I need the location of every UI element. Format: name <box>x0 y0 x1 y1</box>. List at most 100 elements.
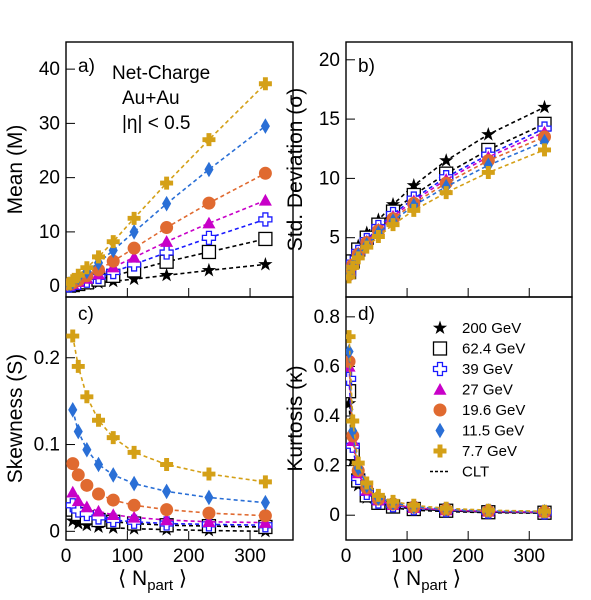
point-7.7 <box>106 431 120 445</box>
point-7.7 <box>346 330 356 344</box>
series-line-7.7 <box>348 336 545 512</box>
point-27 <box>160 513 174 526</box>
x-tick-label: 200 <box>173 546 205 567</box>
svg-text:⟨ Npart ⟩: ⟨ Npart ⟩ <box>392 567 461 594</box>
point-7.7 <box>371 230 385 244</box>
point-7.7 <box>202 467 216 481</box>
point-27 <box>127 250 141 263</box>
series-line-27 <box>68 199 266 286</box>
point-27 <box>71 494 85 507</box>
y-tick-label: 0.8 <box>314 307 340 328</box>
point-62.4 <box>258 231 273 247</box>
y-tick-label: 20 <box>39 168 60 189</box>
point-11.5 <box>108 467 118 483</box>
y-tick-label: 0.6 <box>314 356 340 377</box>
plot-area <box>346 99 552 284</box>
point-27 <box>127 510 141 523</box>
point-19.6 <box>106 254 120 268</box>
point-11.5 <box>260 118 270 134</box>
point-19.6 <box>92 487 106 501</box>
point-200 <box>481 127 496 141</box>
x-axis-label-right: ⟨ Npart ⟩ <box>392 567 461 594</box>
y-tick-label: 0 <box>49 276 60 297</box>
point-7.7 <box>346 260 360 274</box>
legend-label: 27 GeV <box>462 382 513 399</box>
y-axis-label: Mean (M) <box>4 125 27 215</box>
x-label-close-right: ⟩ <box>447 567 461 590</box>
plot-frame <box>345 296 573 541</box>
point-19.6 <box>106 493 120 507</box>
point-27 <box>258 193 272 206</box>
legend-label: 39 GeV <box>462 361 513 378</box>
point-200 <box>71 516 86 530</box>
x-axis-label-left: ⟨ Npart ⟩ <box>118 567 187 594</box>
point-200 <box>159 267 174 282</box>
legend: 200 GeV 62.4 GeV 39 GeV 27 GeV 19.6 GeV 11.5 … <box>430 320 525 481</box>
point-7.7 <box>71 359 85 373</box>
y-tick-label: 10 <box>39 222 60 243</box>
y-tick-label: 0.2 <box>314 456 340 477</box>
plot-area <box>66 77 273 293</box>
point-7.7 <box>407 498 421 512</box>
point-19.6 <box>258 509 272 523</box>
y-tick-label: 0.4 <box>314 406 341 427</box>
annotation-line-2: Au+Au <box>122 88 180 109</box>
point-11.5 <box>129 224 139 240</box>
x-tick-label: 0 <box>61 546 72 567</box>
point-11.5 <box>204 489 214 506</box>
x-tick-label: 100 <box>391 546 423 567</box>
point-39 <box>258 212 273 227</box>
y-axis-label: Skewness (S) <box>4 354 27 484</box>
point-7.7 <box>80 261 94 275</box>
point-7.7 <box>92 413 106 427</box>
x-label-main: ⟨ N <box>118 567 147 590</box>
annotation-line-1: Net-Charge <box>112 63 210 84</box>
point-7.7 <box>66 274 80 288</box>
point-7.7 <box>360 240 374 254</box>
point-7.7 <box>160 457 174 471</box>
x-label-close: ⟩ <box>173 567 187 590</box>
x-label-main-right: ⟨ N <box>392 567 421 590</box>
y-axis-label: Std. Deviation (σ) <box>284 88 307 252</box>
point-19.6 <box>202 506 216 520</box>
point-7.7 <box>106 235 120 249</box>
point-27 <box>202 515 216 527</box>
point-11.5 <box>93 456 104 473</box>
panel-b: 5 10 15 20 b) Std. Deviation (σ) <box>284 41 573 298</box>
point-19.6 <box>66 457 80 471</box>
point-7.7 <box>351 456 365 470</box>
point-27 <box>80 500 94 513</box>
point-11.5 <box>162 195 172 212</box>
point-200 <box>385 197 401 211</box>
panel-tag: b) <box>358 56 375 77</box>
point-200 <box>537 99 552 114</box>
point-7.7 <box>160 176 174 190</box>
point-7.7 <box>351 251 365 265</box>
legend-marker-19.6 <box>433 403 447 417</box>
panel-tag: c) <box>78 304 94 325</box>
point-7.7 <box>439 186 453 200</box>
svg-text:⟨ Npart ⟩: ⟨ Npart ⟩ <box>118 567 187 594</box>
point-19.6 <box>258 166 272 180</box>
legend-marker-62.4 <box>432 341 448 356</box>
panel-tag: a) <box>78 56 95 77</box>
point-11.5 <box>162 483 172 500</box>
y-tick-label: 5 <box>329 228 340 249</box>
legend-marker-39 <box>432 361 448 377</box>
point-62.4 <box>201 244 217 260</box>
point-7.7 <box>258 475 272 489</box>
point-19.6 <box>160 503 174 517</box>
y-axis-label: Kurtosis (κ) <box>284 365 307 471</box>
legend-label: 200 GeV <box>462 320 521 337</box>
point-11.5 <box>483 157 493 174</box>
x-tick-label: 300 <box>513 546 545 567</box>
point-27 <box>92 504 106 517</box>
point-7.7 <box>386 218 400 232</box>
legend-label: 19.6 GeV <box>462 402 525 419</box>
point-7.7 <box>538 504 552 518</box>
panel-d: 0 0.2 0.4 0.6 0.8 0 100 200 300 d) Kurtosis (κ) <box>284 296 573 567</box>
x-tick-label: 0 <box>341 546 352 567</box>
series-line-11.5 <box>348 140 545 276</box>
plot-area <box>346 330 552 520</box>
